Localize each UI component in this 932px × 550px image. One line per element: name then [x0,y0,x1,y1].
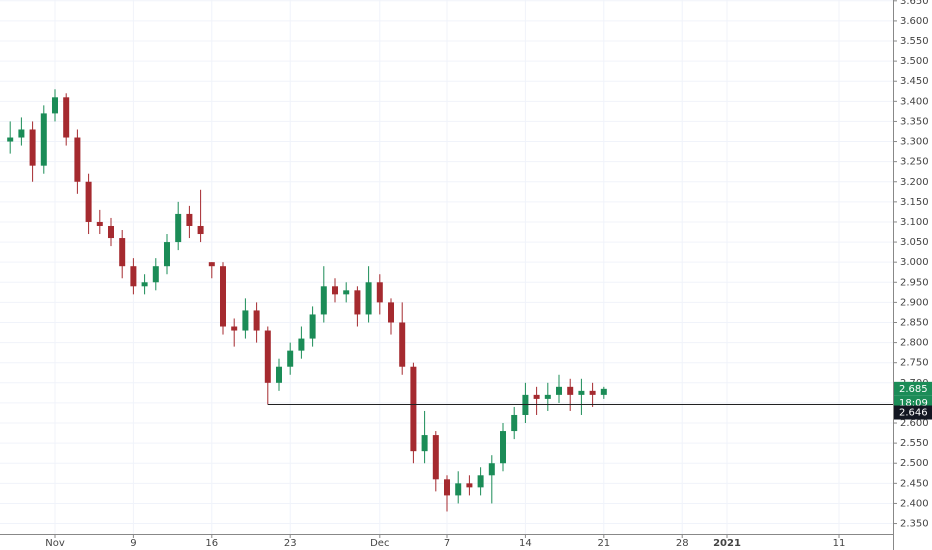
x-tick-label: 28 [676,538,689,549]
y-tick-label: 3.400 [900,96,929,107]
x-tick-label: 7 [444,538,450,549]
x-tick-label: 23 [284,538,297,549]
candle-body [309,314,316,339]
y-tick-label: 3.450 [900,76,929,87]
candle-body [186,213,193,226]
candle-body [298,338,305,351]
candle-body [477,475,484,488]
candle-body [399,322,406,367]
candle-body [410,366,417,452]
candle-body [455,483,462,496]
candle-body [63,97,70,138]
candle-body [242,310,249,331]
candle-body [556,386,563,395]
candle-body [376,282,383,303]
candle-body [444,479,451,496]
candle-body [567,386,574,395]
x-tick-label: 14 [519,538,532,549]
candle-body [589,390,596,395]
y-tick-label: 3.200 [900,177,929,188]
candle-body [287,350,294,367]
candle-body [152,266,159,283]
candle-body [51,97,58,114]
candle-body [343,290,350,295]
y-tick-label: 3.250 [900,157,929,168]
y-tick-label: 2.400 [900,498,929,509]
y-tick-label: 3.000 [900,257,929,268]
candle-body [365,282,372,315]
y-tick-label: 3.550 [900,36,929,47]
y-tick-label: 3.350 [900,116,929,127]
candle-body [600,388,607,395]
y-tick-label: 3.050 [900,237,929,248]
last-price-box [894,381,932,396]
candle-body [74,137,81,182]
candle-body [130,266,137,287]
candle-body [231,326,238,331]
candle-body [511,414,518,432]
y-tick-label: 2.900 [900,297,929,308]
candle-body [466,483,473,488]
candle-body [421,435,428,452]
x-tick-label: 9 [130,538,136,549]
candle-body [253,310,260,331]
candle-body [354,290,361,315]
y-tick-label: 3.150 [900,197,929,208]
y-tick-label: 3.300 [900,137,929,148]
candle-body [40,113,47,166]
y-tick-label: 3.500 [900,56,929,67]
y-tick-label: 2.850 [900,317,929,328]
last-price-label: 2.685 [899,384,928,395]
y-tick-label: 2.450 [900,478,929,489]
countdown-label: 18:09 [899,398,928,409]
x-tick-label: 2021 [713,538,741,549]
candle-body [578,390,585,395]
candle-body [264,330,271,383]
y-tick-label: 3.100 [900,217,929,228]
level-price-box [894,405,932,420]
candle-body [275,366,282,383]
candle-body [432,435,439,480]
y-tick-label: 2.500 [900,458,929,469]
y-tick-label: 2.950 [900,277,929,288]
candle-body [85,181,92,222]
level-price-label: 2.646 [899,408,928,419]
candle-body [29,129,36,166]
candle-body [533,394,540,399]
x-tick-label: 16 [205,538,218,549]
y-tick-label: 2.800 [900,338,929,349]
candle-body [96,221,103,226]
candle-body [208,262,215,267]
candle-body [175,213,182,243]
y-tick-label: 2.550 [900,438,929,449]
candle-body [119,238,126,267]
candle-body [197,225,204,235]
candle-body [332,286,339,295]
y-tick-label: 3.650 [900,0,929,7]
candle-body [320,286,327,315]
candle-body [163,242,170,267]
candle-body [488,463,495,476]
candle-body [544,394,551,399]
y-tick-label: 2.350 [900,519,929,530]
grid [0,0,893,534]
candle-body [141,282,148,287]
candle-body [219,266,226,327]
candle-body [107,225,114,239]
x-tick-label: 21 [597,538,610,549]
x-tick-label: Dec [370,538,389,549]
x-tick-label: Nov [45,538,65,549]
candle-body [18,129,25,138]
candle-body [388,302,395,323]
y-tick-label: 3.600 [900,16,929,27]
y-tick-label: 2.750 [900,358,929,369]
y-tick-label: 2.600 [900,418,929,429]
candle-body [500,431,507,464]
x-tick-label: 11 [833,538,846,549]
candle-body [7,137,14,142]
